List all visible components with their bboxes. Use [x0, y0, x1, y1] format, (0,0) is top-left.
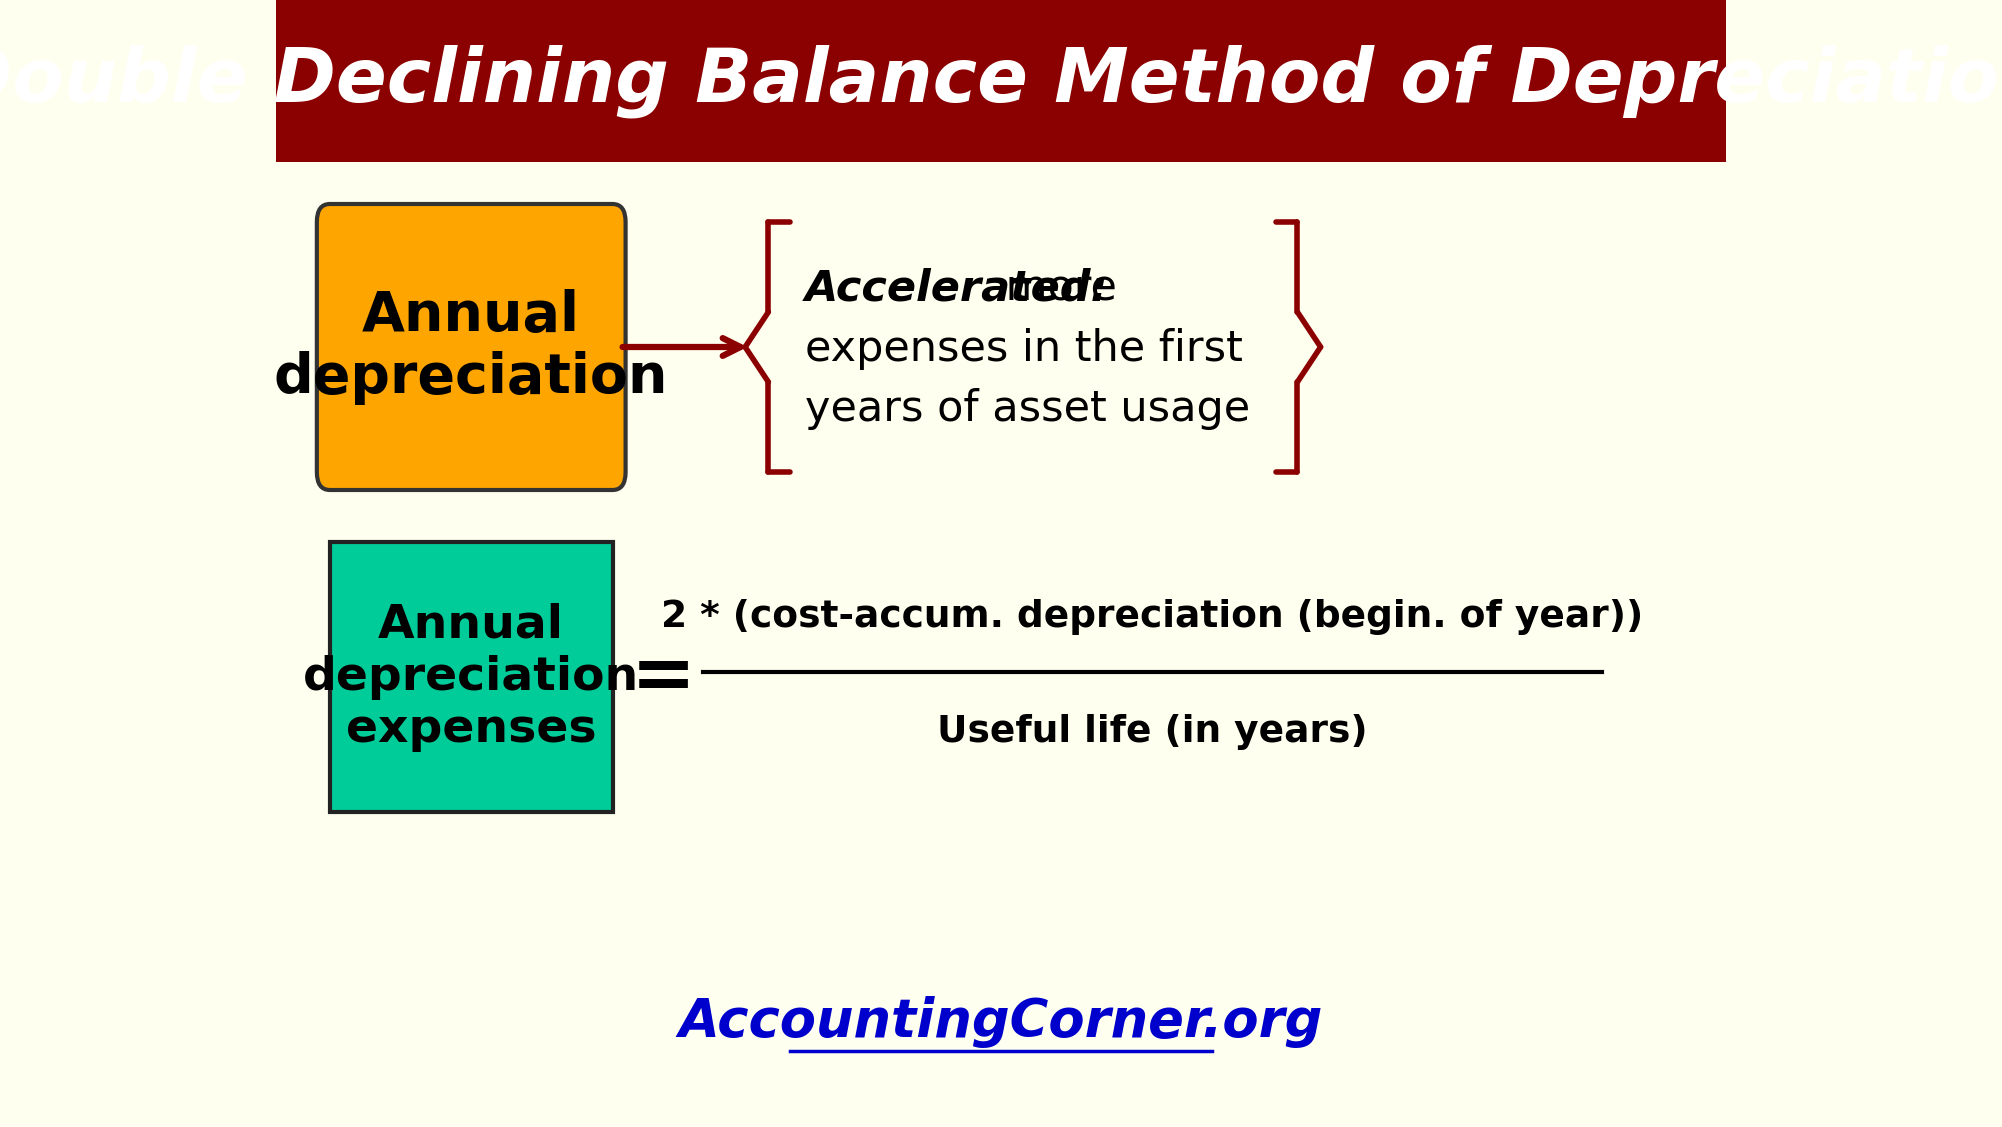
FancyBboxPatch shape [330, 542, 613, 811]
Text: more: more [991, 268, 1117, 310]
Text: Annual
depreciation
expenses: Annual depreciation expenses [302, 603, 639, 752]
Text: Accelerated:: Accelerated: [805, 268, 1109, 310]
Text: Double Declining Balance Method of Depreciation: Double Declining Balance Method of Depre… [0, 44, 2002, 117]
Text: expenses in the first: expenses in the first [805, 328, 1243, 370]
Text: Annual
depreciation: Annual depreciation [274, 289, 669, 406]
Text: years of asset usage: years of asset usage [805, 388, 1249, 431]
Text: =: = [631, 639, 697, 715]
Text: 2 * (cost-accum. depreciation (begin. of year)): 2 * (cost-accum. depreciation (begin. of… [661, 598, 1644, 635]
FancyBboxPatch shape [276, 0, 1726, 162]
FancyBboxPatch shape [316, 204, 625, 490]
Text: Useful life (in years): Useful life (in years) [937, 715, 1367, 749]
Text: AccountingCorner.org: AccountingCorner.org [679, 996, 1323, 1048]
